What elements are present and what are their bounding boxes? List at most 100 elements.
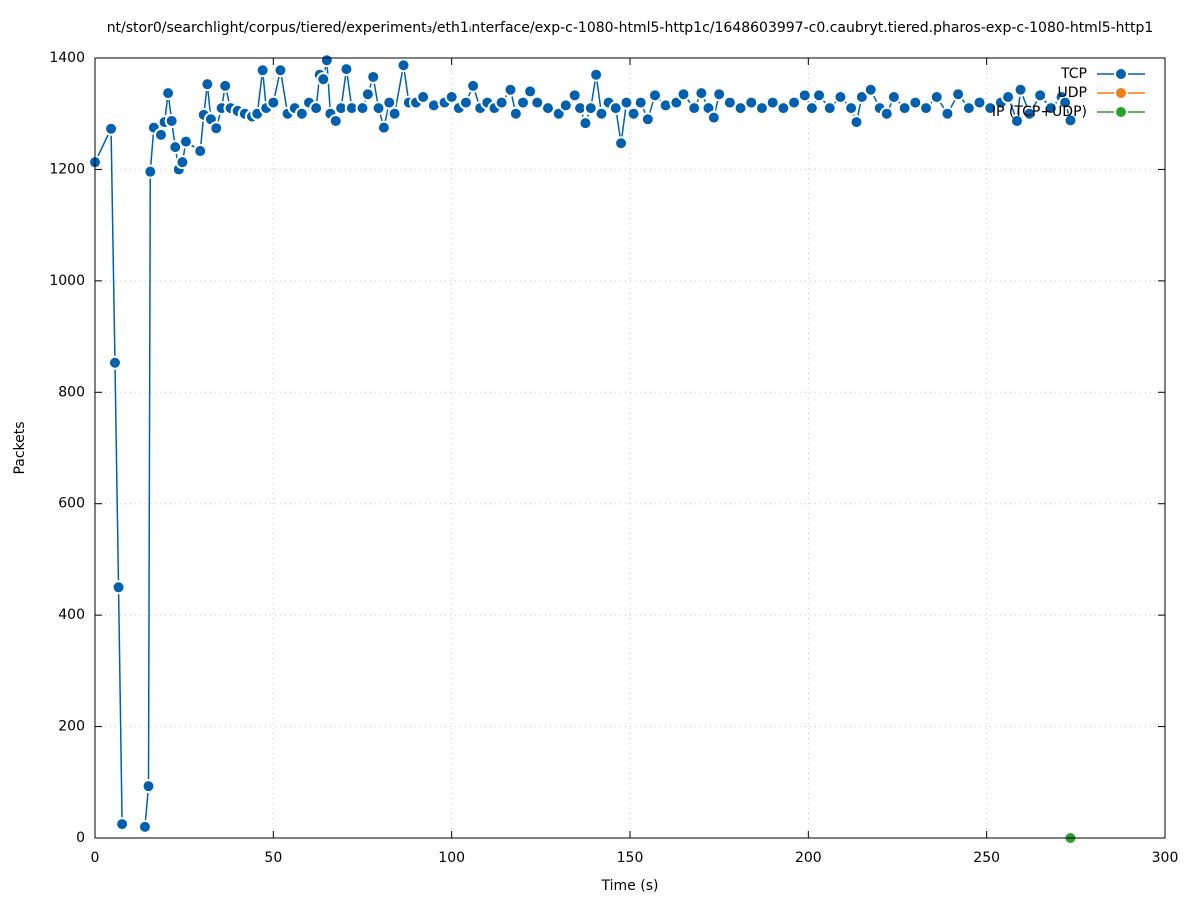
data-point <box>218 78 233 93</box>
y-tick-label: 0 <box>76 830 85 846</box>
data-point <box>1022 106 1037 121</box>
x-tick-label: 100 <box>438 850 465 866</box>
data-point <box>371 101 386 116</box>
data-point <box>494 95 509 110</box>
data-point <box>366 69 381 84</box>
y-tick-label: 600 <box>58 496 85 512</box>
data-point <box>255 63 270 78</box>
data-point <box>382 95 397 110</box>
legend-label: IP (TCP+UDP) <box>992 104 1087 120</box>
legend: TCP UDP IP (TCP+UDP) <box>992 66 1145 120</box>
data-point <box>647 88 662 103</box>
data-point <box>787 95 802 110</box>
legend-label: UDP <box>1058 85 1087 101</box>
data-point <box>266 95 281 110</box>
data-point <box>387 106 402 121</box>
data-point <box>972 95 987 110</box>
data-point <box>1013 82 1028 97</box>
data-point <box>503 82 518 97</box>
data-point <box>776 101 791 116</box>
legend-marker <box>1114 67 1128 81</box>
data-point <box>164 113 179 128</box>
data-point <box>589 67 604 82</box>
data-point <box>273 63 288 78</box>
data-point <box>640 112 655 127</box>
data-point <box>844 101 859 116</box>
data-point <box>961 101 976 116</box>
data-point <box>879 106 894 121</box>
data-point <box>523 84 538 99</box>
data-point <box>153 127 168 142</box>
data-point <box>594 106 609 121</box>
data-point <box>143 164 158 179</box>
data-point <box>804 101 819 116</box>
data-point <box>328 113 343 128</box>
data-point <box>376 120 391 135</box>
data-point <box>1033 88 1048 103</box>
data-point <box>444 90 459 104</box>
data-point <box>178 134 193 149</box>
data-point <box>1009 113 1024 128</box>
plot-area <box>88 53 1078 845</box>
data-point <box>849 115 864 130</box>
data-point <box>619 95 634 110</box>
data-point <box>833 90 848 104</box>
data-point <box>558 98 573 113</box>
data-point <box>886 90 901 104</box>
data-point <box>983 101 998 116</box>
x-tick-label: 200 <box>795 850 822 866</box>
data-point <box>633 95 648 110</box>
data-point <box>209 121 224 136</box>
legend-label: TCP <box>1060 66 1087 82</box>
data-point <box>812 88 827 103</box>
data-point <box>360 87 375 102</box>
data-point <box>854 90 869 104</box>
data-point <box>712 87 727 102</box>
data-point <box>396 58 411 73</box>
data-point <box>175 155 190 170</box>
y-tick-label: 800 <box>58 384 85 400</box>
data-point <box>104 121 119 136</box>
data-point <box>578 116 593 131</box>
data-point <box>115 817 130 832</box>
data-point <box>168 140 183 155</box>
data-point <box>676 87 691 102</box>
data-point <box>111 580 126 595</box>
x-tick-label: 250 <box>973 850 1000 866</box>
data-point <box>919 101 934 116</box>
data-point <box>897 101 912 116</box>
data-point <box>733 101 748 116</box>
data-point <box>161 86 176 101</box>
data-point <box>567 88 582 103</box>
data-point <box>608 101 623 116</box>
x-tick-label: 300 <box>1152 850 1179 866</box>
data-point <box>694 86 709 101</box>
y-axis-label: Packets <box>12 421 28 474</box>
data-point <box>200 77 215 92</box>
grid <box>94 57 1166 839</box>
x-tick-label: 0 <box>91 850 100 866</box>
data-point <box>530 95 545 110</box>
data-point <box>583 101 598 116</box>
data-point <box>294 106 309 121</box>
series-line <box>144 60 1072 827</box>
y-tick-label: 1200 <box>49 161 85 177</box>
data-point <box>1058 95 1073 110</box>
chart-title: nt/stor0/searchlight/corpus/tiered/exper… <box>107 20 1154 36</box>
x-tick-label: 50 <box>264 850 282 866</box>
x-tick-label: 150 <box>617 850 644 866</box>
data-point <box>316 72 331 87</box>
data-point <box>1043 101 1058 116</box>
data-point <box>107 355 122 370</box>
data-point <box>722 95 737 110</box>
x-axis-label: Time (s) <box>601 878 659 894</box>
data-point <box>687 101 702 116</box>
data-point <box>863 82 878 97</box>
legend-marker <box>1114 105 1128 119</box>
data-point <box>940 106 955 121</box>
data-point <box>516 95 530 110</box>
data-point <box>797 88 812 103</box>
data-point <box>765 95 780 110</box>
data-point <box>466 78 481 93</box>
